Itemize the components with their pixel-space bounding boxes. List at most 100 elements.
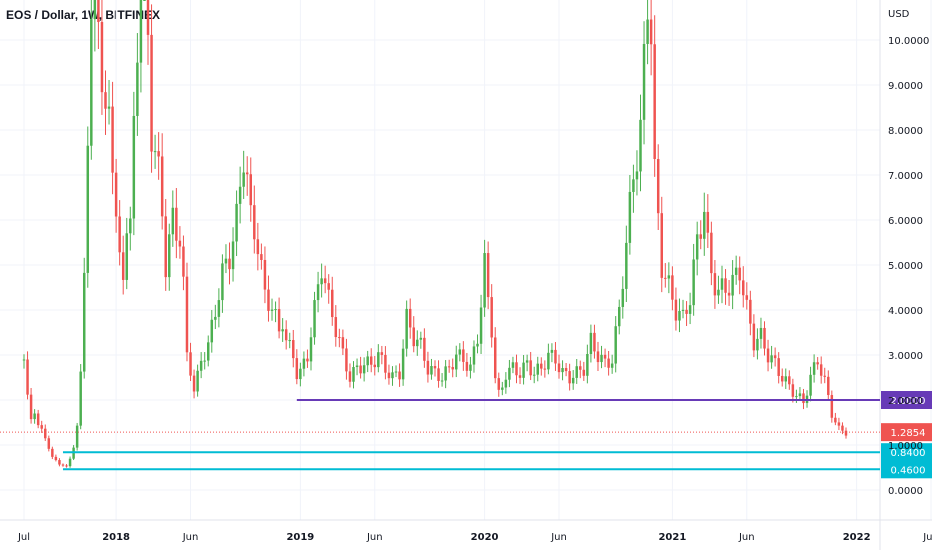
time-axis[interactable]: Jul 2018 Jun 2019 Jun 2020 Jun 2021 Jun 2022 Jun bbox=[17, 532, 932, 543]
candle-body bbox=[752, 323, 756, 351]
candle-body bbox=[47, 438, 51, 449]
candle-body bbox=[607, 358, 610, 368]
candle-body bbox=[628, 191, 632, 243]
candle-body bbox=[189, 352, 192, 376]
candle-body bbox=[720, 278, 724, 290]
candle-body bbox=[703, 211, 706, 239]
candle-body bbox=[306, 358, 309, 362]
candle-body bbox=[579, 366, 582, 370]
candle-body bbox=[51, 448, 54, 457]
candle-body bbox=[132, 115, 136, 219]
candle-body bbox=[610, 363, 614, 368]
candle-body bbox=[373, 364, 377, 368]
candle-body bbox=[40, 425, 43, 429]
candle-body bbox=[175, 207, 178, 241]
candle-body bbox=[547, 352, 550, 370]
candle-body bbox=[405, 308, 408, 349]
candle-body bbox=[341, 337, 345, 349]
candle-body bbox=[504, 379, 508, 388]
candle-body bbox=[68, 458, 72, 467]
candle-body bbox=[199, 360, 203, 371]
candle-body bbox=[681, 309, 685, 311]
candle-body bbox=[36, 413, 40, 426]
candle-body bbox=[430, 366, 433, 375]
candle-body bbox=[210, 319, 214, 343]
candle-body bbox=[540, 363, 543, 369]
candle-body bbox=[348, 371, 352, 382]
candle-body bbox=[316, 284, 320, 301]
candle-body bbox=[93, 0, 97, 20]
x-tick-label: Jun bbox=[366, 532, 383, 543]
candle-body bbox=[773, 355, 777, 359]
candle-body bbox=[387, 372, 391, 379]
candle-body bbox=[522, 362, 525, 378]
candle-body bbox=[345, 348, 348, 372]
candle-body bbox=[82, 272, 86, 372]
candle-body bbox=[501, 387, 504, 390]
candle-body bbox=[653, 44, 656, 160]
support-label-box bbox=[881, 443, 932, 462]
candle-body bbox=[118, 216, 121, 253]
candle-body bbox=[100, 22, 104, 93]
candle-body bbox=[270, 309, 274, 311]
candle-body bbox=[61, 464, 65, 466]
candle-body bbox=[724, 278, 727, 293]
candle-body bbox=[104, 92, 107, 109]
candle-body bbox=[263, 259, 267, 290]
candle-body bbox=[823, 375, 826, 377]
candle-body bbox=[207, 342, 210, 361]
y-axis-unit: USD bbox=[888, 9, 910, 20]
candle-body bbox=[731, 274, 734, 296]
candle-body bbox=[656, 159, 660, 214]
candle-body bbox=[377, 352, 380, 368]
y-tick-label: 4.0000 bbox=[888, 306, 923, 317]
candle-body bbox=[788, 376, 791, 385]
price-axis[interactable]: 0.0000 1.0000 2.0000 3.0000 4.0000 5.0000 6.00… bbox=[881, 9, 932, 497]
candle-body bbox=[596, 351, 600, 363]
candle-body bbox=[437, 368, 440, 381]
candle-body bbox=[153, 151, 157, 153]
candle-body bbox=[277, 309, 281, 332]
candle-body bbox=[146, 0, 150, 35]
candle-body bbox=[267, 289, 270, 311]
candle-body bbox=[518, 375, 522, 378]
candle-body bbox=[253, 205, 256, 240]
candle-body bbox=[44, 428, 47, 439]
candle-body bbox=[401, 348, 405, 380]
support-levels: 2.0000 0.8400 0.4600 bbox=[0, 391, 932, 479]
candle-body bbox=[362, 365, 366, 374]
candle-body bbox=[412, 327, 415, 347]
candle-body bbox=[699, 234, 702, 239]
candle-body bbox=[79, 371, 82, 426]
candle-body bbox=[749, 299, 752, 324]
candle-body bbox=[795, 396, 798, 398]
candle-body bbox=[458, 349, 462, 355]
candle-body bbox=[692, 259, 695, 306]
candle-body bbox=[695, 234, 699, 260]
candle-body bbox=[784, 376, 788, 382]
candle-body bbox=[65, 465, 68, 467]
candle-body bbox=[323, 278, 327, 284]
candle-body bbox=[419, 337, 423, 340]
candle-body bbox=[727, 292, 731, 296]
candle-body bbox=[688, 305, 692, 314]
candle-body bbox=[157, 151, 160, 157]
y-tick-label: 6.0000 bbox=[888, 216, 923, 227]
candle-body bbox=[557, 363, 561, 373]
candle-body bbox=[242, 172, 245, 187]
candle-body bbox=[798, 393, 802, 397]
candle-body bbox=[532, 374, 536, 376]
candle-body bbox=[582, 369, 586, 376]
candle-body bbox=[260, 254, 263, 260]
candle-body bbox=[313, 300, 316, 338]
candle-body bbox=[529, 360, 532, 376]
support-label-box bbox=[881, 391, 932, 409]
candle-body bbox=[493, 337, 497, 379]
candle-body bbox=[97, 0, 100, 23]
candle-body bbox=[479, 307, 483, 344]
candle-body bbox=[26, 359, 29, 395]
candle-body bbox=[394, 371, 398, 373]
candle-body bbox=[706, 211, 710, 233]
candle-body bbox=[249, 174, 252, 206]
